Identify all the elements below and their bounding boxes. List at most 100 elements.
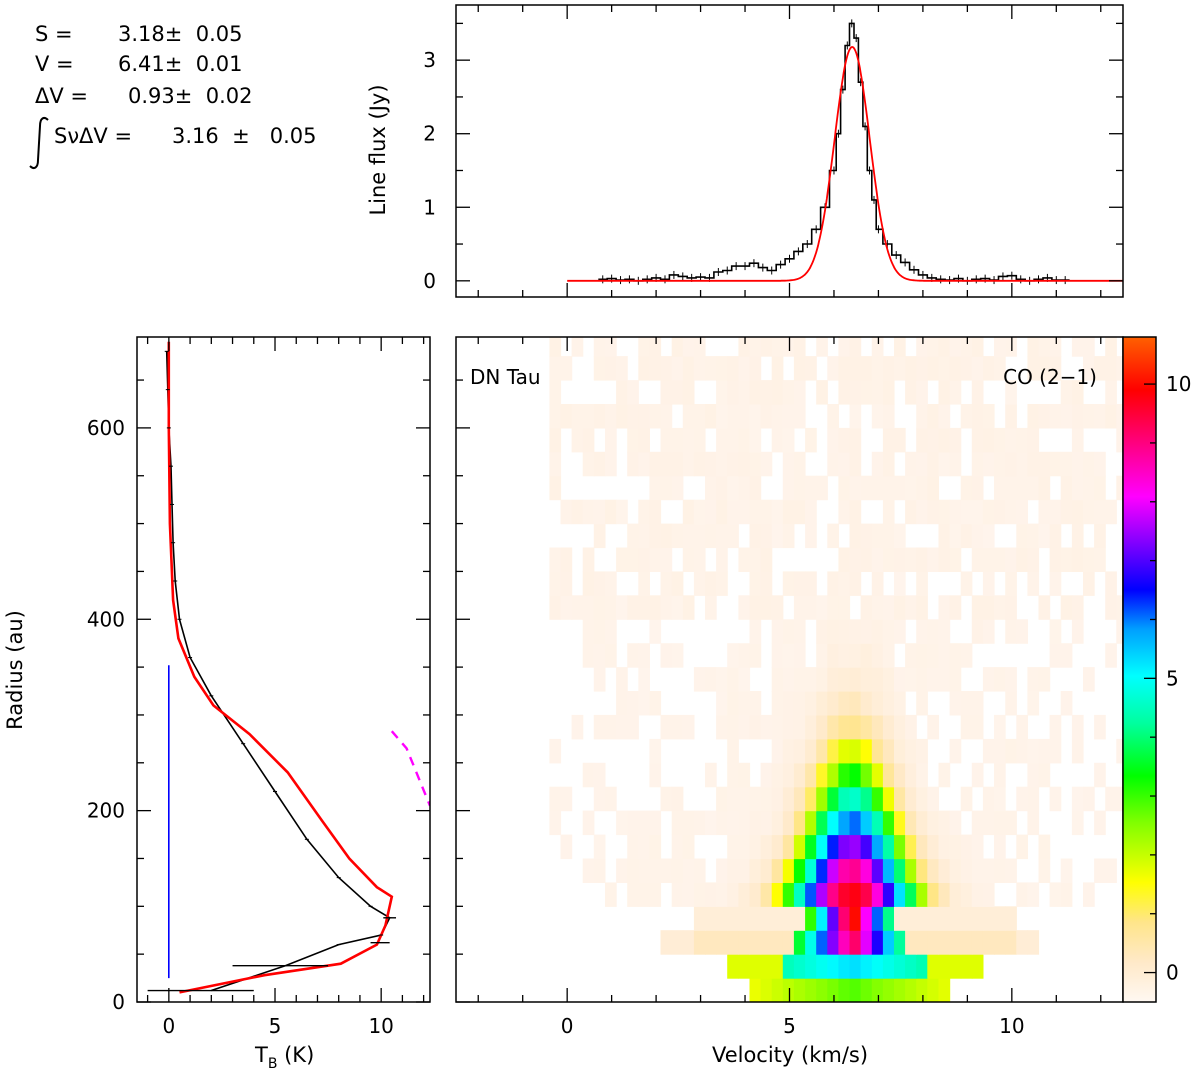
pv-cell bbox=[838, 337, 851, 357]
pv-cell bbox=[805, 858, 817, 883]
pv-cell bbox=[882, 691, 895, 716]
radial-ytick-label: 400 bbox=[87, 607, 125, 631]
pv-cell bbox=[549, 451, 562, 477]
pv-cell bbox=[1005, 571, 1017, 596]
pv-cell bbox=[827, 810, 839, 836]
pv-cell bbox=[727, 882, 739, 907]
pv-cell bbox=[971, 714, 984, 740]
pv-xtick-label: 0 bbox=[561, 1014, 574, 1038]
pv-cell bbox=[971, 547, 984, 572]
pv-cell bbox=[638, 356, 650, 381]
pv-cell bbox=[960, 714, 973, 740]
pv-cell bbox=[560, 786, 573, 812]
pv-cell bbox=[994, 762, 1006, 788]
pv-cell bbox=[838, 667, 851, 692]
pv-cell bbox=[727, 427, 739, 453]
pv-cell bbox=[760, 882, 773, 907]
pv-cell bbox=[693, 547, 706, 572]
pv-cell bbox=[960, 882, 973, 907]
pv-cell bbox=[960, 356, 973, 381]
pv-cell bbox=[1071, 619, 1084, 644]
pv-cell bbox=[805, 810, 817, 836]
pv-cell bbox=[1071, 475, 1084, 501]
pv-cell bbox=[693, 930, 706, 955]
pv-cell bbox=[749, 930, 762, 955]
pv-cell bbox=[793, 834, 806, 860]
pv-cell bbox=[894, 930, 906, 955]
pv-line-label: CO (2−1) bbox=[1003, 365, 1097, 389]
pv-cell bbox=[982, 738, 995, 764]
pv-cell bbox=[671, 714, 684, 740]
pv-cell bbox=[793, 571, 806, 596]
pv-cell bbox=[849, 427, 862, 453]
pv-cell bbox=[849, 834, 862, 860]
pv-cell bbox=[716, 499, 728, 525]
pv-cell bbox=[1027, 930, 1040, 955]
radial-ytick-label: 600 bbox=[87, 416, 125, 440]
radial-xtick-label: 0 bbox=[162, 1014, 175, 1038]
pv-cell bbox=[994, 858, 1006, 883]
pv-cell bbox=[982, 786, 995, 812]
pv-cell bbox=[971, 906, 984, 931]
pv-cell bbox=[1016, 499, 1028, 525]
pv-cell bbox=[838, 691, 851, 716]
pv-cell bbox=[938, 523, 951, 549]
pv-cell bbox=[860, 834, 873, 860]
pv-cell bbox=[605, 356, 617, 381]
pv-cell bbox=[938, 451, 951, 477]
pv-cell bbox=[805, 786, 817, 812]
pv-cell bbox=[582, 595, 595, 620]
pv-cell bbox=[793, 619, 806, 644]
pv-cell bbox=[1027, 786, 1040, 812]
pv-cell bbox=[582, 451, 595, 477]
pv-cell bbox=[938, 499, 951, 525]
pv-cell bbox=[771, 786, 784, 812]
pv-cell bbox=[749, 356, 762, 381]
pv-cell bbox=[738, 595, 751, 620]
pv-cell bbox=[716, 691, 728, 716]
pv-cell bbox=[560, 571, 573, 596]
pv-cell bbox=[671, 786, 684, 812]
pv-cell bbox=[693, 882, 706, 907]
pv-cell bbox=[949, 643, 962, 668]
pv-cell bbox=[971, 810, 984, 836]
pv-cell bbox=[638, 643, 650, 668]
pv-cell bbox=[894, 762, 906, 788]
pv-cell bbox=[882, 643, 895, 668]
pv-cell bbox=[916, 906, 928, 931]
pv-cell bbox=[1005, 404, 1017, 429]
pv-cell bbox=[894, 714, 906, 740]
pv-cell bbox=[738, 404, 751, 429]
pv-cell bbox=[882, 523, 895, 549]
pv-cell bbox=[994, 738, 1006, 764]
pv-cell bbox=[627, 858, 639, 883]
pv-cell bbox=[716, 356, 728, 381]
pv-cell bbox=[894, 858, 906, 883]
pv-cell bbox=[949, 834, 962, 860]
pv-cell bbox=[882, 667, 895, 692]
pv-cell bbox=[1038, 762, 1051, 788]
pv-cell bbox=[849, 858, 862, 883]
pv-cell bbox=[916, 643, 928, 668]
pv-cell bbox=[927, 499, 939, 525]
pv-cell bbox=[638, 523, 650, 549]
pv-cell bbox=[960, 523, 973, 549]
pv-cell bbox=[738, 451, 751, 477]
pv-cell bbox=[649, 499, 662, 525]
pv-cell bbox=[771, 810, 784, 836]
pv-cell bbox=[860, 978, 873, 1002]
spectrum-gaussian-fit bbox=[567, 46, 1123, 282]
pv-cell bbox=[849, 475, 862, 501]
pv-cell bbox=[816, 786, 828, 812]
pv-cell bbox=[805, 714, 817, 740]
pv-cell bbox=[816, 834, 828, 860]
pv-cell bbox=[1060, 595, 1073, 620]
pv-cell bbox=[660, 786, 673, 812]
pv-cell bbox=[894, 954, 906, 979]
pv-cell bbox=[1005, 475, 1017, 501]
pv-cell bbox=[616, 404, 628, 429]
pv-cell bbox=[616, 714, 628, 740]
pv-cell bbox=[682, 858, 695, 883]
pv-cell bbox=[916, 930, 928, 955]
pv-cell bbox=[560, 499, 573, 525]
